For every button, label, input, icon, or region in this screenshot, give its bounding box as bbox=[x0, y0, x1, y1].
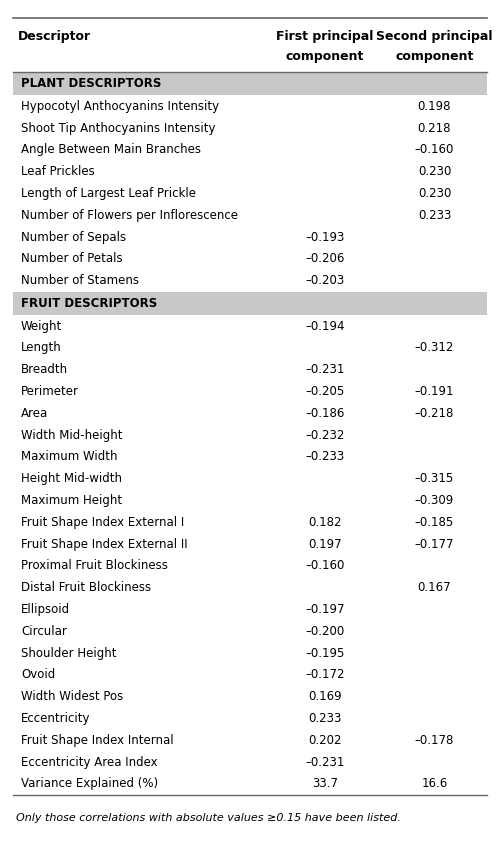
Text: –0.218: –0.218 bbox=[415, 406, 454, 419]
Text: Width Widest Pos: Width Widest Pos bbox=[21, 690, 123, 703]
Text: First principal: First principal bbox=[276, 30, 374, 43]
Text: Ellipsoid: Ellipsoid bbox=[21, 603, 70, 616]
Text: component: component bbox=[286, 50, 364, 63]
Text: 0.233: 0.233 bbox=[418, 209, 451, 222]
Text: Shoulder Height: Shoulder Height bbox=[21, 646, 116, 659]
Text: Variance Explained (%): Variance Explained (%) bbox=[21, 778, 158, 791]
Text: 0.230: 0.230 bbox=[418, 187, 451, 200]
Text: Distal Fruit Blockiness: Distal Fruit Blockiness bbox=[21, 581, 151, 595]
Text: 33.7: 33.7 bbox=[312, 778, 338, 791]
Text: Weight: Weight bbox=[21, 319, 62, 332]
Text: 0.198: 0.198 bbox=[418, 100, 451, 113]
Text: –0.193: –0.193 bbox=[305, 230, 345, 243]
Text: Number of Sepals: Number of Sepals bbox=[21, 230, 126, 243]
Text: –0.185: –0.185 bbox=[415, 516, 454, 529]
Text: –0.231: –0.231 bbox=[305, 756, 345, 769]
Text: –0.231: –0.231 bbox=[305, 363, 345, 376]
Text: –0.197: –0.197 bbox=[305, 603, 345, 616]
Text: 0.182: 0.182 bbox=[308, 516, 342, 529]
Text: –0.232: –0.232 bbox=[305, 429, 345, 442]
Text: –0.233: –0.233 bbox=[305, 450, 344, 463]
Text: FRUIT DESCRIPTORS: FRUIT DESCRIPTORS bbox=[21, 297, 157, 310]
Text: Fruit Shape Index Internal: Fruit Shape Index Internal bbox=[21, 734, 173, 746]
Text: –0.172: –0.172 bbox=[305, 669, 345, 682]
Text: Ovoid: Ovoid bbox=[21, 669, 55, 682]
Text: 0.233: 0.233 bbox=[308, 712, 342, 725]
Text: –0.194: –0.194 bbox=[305, 319, 345, 332]
Text: –0.206: –0.206 bbox=[305, 253, 345, 266]
Text: –0.178: –0.178 bbox=[415, 734, 454, 746]
Text: –0.309: –0.309 bbox=[415, 494, 454, 507]
Text: –0.186: –0.186 bbox=[305, 406, 345, 419]
Text: 0.169: 0.169 bbox=[308, 690, 342, 703]
Text: PLANT DESCRIPTORS: PLANT DESCRIPTORS bbox=[21, 78, 162, 91]
Text: Maximum Width: Maximum Width bbox=[21, 450, 117, 463]
Text: Fruit Shape Index External II: Fruit Shape Index External II bbox=[21, 538, 188, 551]
Text: 0.167: 0.167 bbox=[417, 581, 451, 595]
Text: –0.312: –0.312 bbox=[415, 342, 454, 355]
Text: 0.230: 0.230 bbox=[418, 166, 451, 179]
Bar bbox=[13, 292, 487, 315]
Text: Circular: Circular bbox=[21, 625, 67, 638]
Bar bbox=[13, 72, 487, 96]
Text: Number of Petals: Number of Petals bbox=[21, 253, 123, 266]
Text: Height Mid-width: Height Mid-width bbox=[21, 472, 122, 485]
Text: –0.160: –0.160 bbox=[305, 559, 345, 572]
Text: Number of Stamens: Number of Stamens bbox=[21, 274, 139, 287]
Text: component: component bbox=[395, 50, 474, 63]
Text: Length of Largest Leaf Prickle: Length of Largest Leaf Prickle bbox=[21, 187, 196, 200]
Text: –0.191: –0.191 bbox=[415, 385, 454, 398]
Text: Fruit Shape Index External I: Fruit Shape Index External I bbox=[21, 516, 184, 529]
Text: 0.197: 0.197 bbox=[308, 538, 342, 551]
Text: Length: Length bbox=[21, 342, 62, 355]
Text: –0.195: –0.195 bbox=[305, 646, 345, 659]
Text: Second principal: Second principal bbox=[376, 30, 493, 43]
Text: Perimeter: Perimeter bbox=[21, 385, 79, 398]
Text: Only those correlations with absolute values ≥0.15 have been listed.: Only those correlations with absolute va… bbox=[16, 813, 401, 822]
Text: Proximal Fruit Blockiness: Proximal Fruit Blockiness bbox=[21, 559, 168, 572]
Text: Number of Flowers per Inflorescence: Number of Flowers per Inflorescence bbox=[21, 209, 238, 222]
Text: Eccentricity: Eccentricity bbox=[21, 712, 90, 725]
Text: Area: Area bbox=[21, 406, 48, 419]
Text: 0.202: 0.202 bbox=[308, 734, 342, 746]
Text: Breadth: Breadth bbox=[21, 363, 68, 376]
Text: Leaf Prickles: Leaf Prickles bbox=[21, 166, 95, 179]
Text: –0.160: –0.160 bbox=[415, 143, 454, 156]
Text: Eccentricity Area Index: Eccentricity Area Index bbox=[21, 756, 158, 769]
Text: –0.315: –0.315 bbox=[415, 472, 454, 485]
Text: Angle Between Main Branches: Angle Between Main Branches bbox=[21, 143, 201, 156]
Text: –0.200: –0.200 bbox=[305, 625, 344, 638]
Text: 16.6: 16.6 bbox=[421, 778, 448, 791]
Text: 0.218: 0.218 bbox=[418, 122, 451, 135]
Text: Maximum Height: Maximum Height bbox=[21, 494, 122, 507]
Text: –0.205: –0.205 bbox=[305, 385, 344, 398]
Text: Width Mid-height: Width Mid-height bbox=[21, 429, 122, 442]
Text: Shoot Tip Anthocyanins Intensity: Shoot Tip Anthocyanins Intensity bbox=[21, 122, 216, 135]
Text: Hypocotyl Anthocyanins Intensity: Hypocotyl Anthocyanins Intensity bbox=[21, 100, 219, 113]
Text: –0.177: –0.177 bbox=[415, 538, 454, 551]
Text: –0.203: –0.203 bbox=[305, 274, 344, 287]
Text: Descriptor: Descriptor bbox=[18, 30, 91, 43]
